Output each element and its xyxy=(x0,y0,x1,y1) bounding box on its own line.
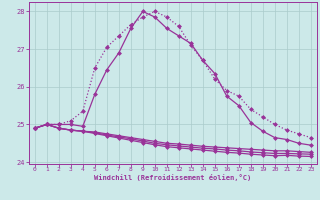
X-axis label: Windchill (Refroidissement éolien,°C): Windchill (Refroidissement éolien,°C) xyxy=(94,174,252,181)
